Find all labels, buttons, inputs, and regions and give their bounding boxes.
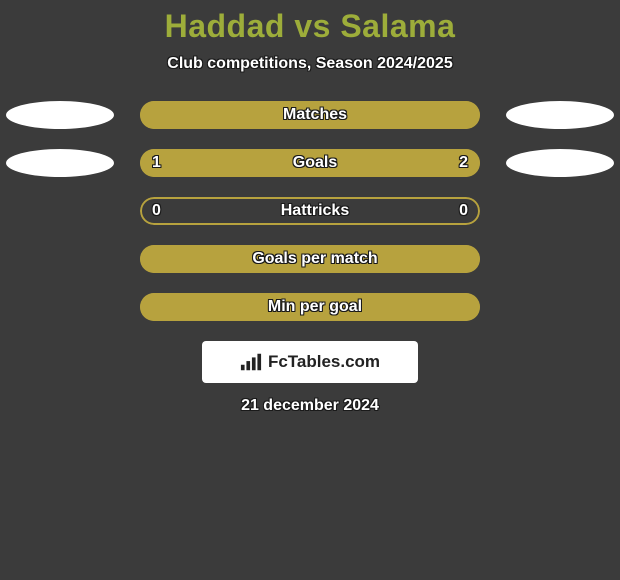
stat-bar: Goals per match bbox=[140, 245, 480, 273]
stat-value-left: 1 bbox=[140, 149, 173, 177]
stat-row: Matches bbox=[0, 101, 620, 129]
stat-row: Hattricks0 0 bbox=[0, 197, 620, 225]
stat-row: Goals per match bbox=[0, 245, 620, 273]
stat-bar: Min per goal bbox=[140, 293, 480, 321]
player-right-ellipse bbox=[506, 149, 614, 177]
stat-label: Hattricks bbox=[140, 197, 480, 225]
player-left-ellipse bbox=[6, 149, 114, 177]
stat-bar: Hattricks0 0 bbox=[140, 197, 480, 225]
stat-bar: Goals1 2 bbox=[140, 149, 480, 177]
stat-value-right: 0 bbox=[447, 197, 480, 225]
stat-row: Min per goal bbox=[0, 293, 620, 321]
date-text: 21 december 2024 bbox=[0, 397, 620, 415]
content-container: Haddad vs Salama Club competitions, Seas… bbox=[0, 0, 620, 415]
attribution-badge: FcTables.com bbox=[202, 341, 418, 383]
stat-value-right: 2 bbox=[447, 149, 480, 177]
stat-rows-container: Matches Goals1 2 Hattricks0 0 Goals per match… bbox=[0, 101, 620, 321]
attribution-text: FcTables.com bbox=[268, 352, 380, 372]
stat-bar: Matches bbox=[140, 101, 480, 129]
player-right-ellipse bbox=[506, 101, 614, 129]
stat-label: Min per goal bbox=[140, 293, 480, 321]
stat-row: Goals1 2 bbox=[0, 149, 620, 177]
player-left-ellipse bbox=[6, 101, 114, 129]
stat-label: Matches bbox=[140, 101, 480, 129]
subtitle: Club competitions, Season 2024/2025 bbox=[0, 55, 620, 73]
bar-chart-icon bbox=[240, 352, 262, 372]
stat-value-left: 0 bbox=[140, 197, 173, 225]
stat-label: Goals per match bbox=[140, 245, 480, 273]
page-title: Haddad vs Salama bbox=[0, 8, 620, 45]
stat-label: Goals bbox=[140, 149, 480, 177]
